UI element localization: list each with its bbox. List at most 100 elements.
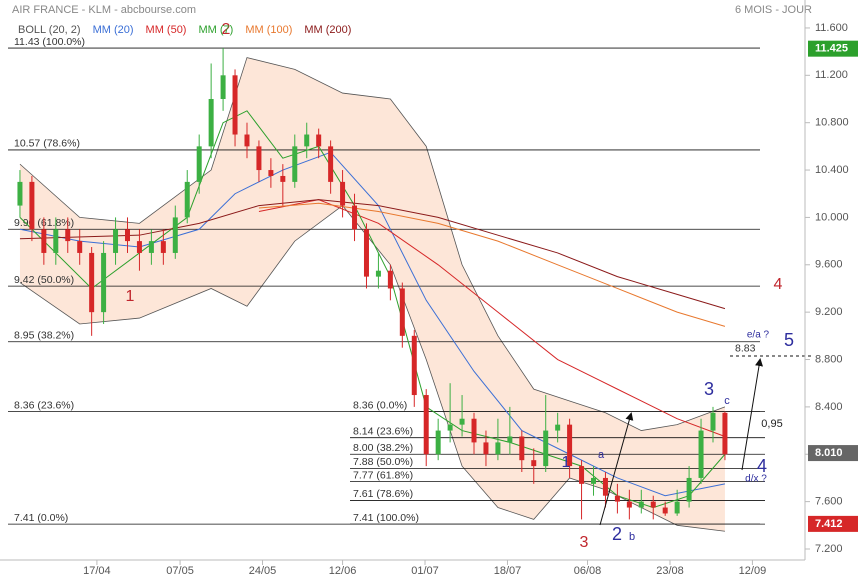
legend-entry: MM (7) — [198, 24, 233, 36]
candle-body — [375, 270, 381, 277]
ma-line — [19, 199, 726, 310]
y-tick-label: 7.600 — [815, 496, 843, 508]
candle-body — [543, 430, 549, 467]
candle-body — [101, 252, 107, 313]
candle-body — [352, 205, 358, 230]
chart-subtitle: 6 MOIS - JOUR — [735, 4, 812, 16]
candle-body — [340, 181, 346, 206]
candle-body — [555, 424, 561, 431]
candle-body — [722, 412, 728, 455]
candle-body — [124, 229, 130, 242]
candle-body — [113, 229, 119, 253]
ma-line — [258, 199, 726, 437]
fib-label: 9.42 (50.0%) — [14, 274, 74, 286]
candle-body — [602, 477, 608, 496]
annotation: 1 — [126, 288, 135, 305]
y-tick-label: 10.800 — [815, 117, 849, 129]
x-tick-label: 18/07 — [494, 565, 522, 577]
candle-body — [208, 98, 214, 147]
candle-body — [507, 436, 513, 443]
candle-body — [172, 217, 178, 253]
candle-body — [160, 241, 166, 253]
candle-body — [447, 424, 453, 431]
y-tick-label: 11.600 — [815, 22, 848, 34]
annotation: a — [598, 449, 605, 461]
legend-entry: MM (100) — [245, 24, 292, 36]
candle-body — [579, 466, 585, 484]
candle-body — [328, 146, 334, 182]
fib-label: 7.41 (0.0%) — [14, 512, 68, 524]
legend-entry: MM (20) — [93, 24, 134, 36]
price-tag — [808, 40, 858, 57]
target-label: 8.83 — [735, 343, 756, 355]
candle-body — [387, 270, 393, 289]
candle-body — [567, 424, 573, 467]
x-tick-label: 24/05 — [249, 565, 277, 577]
legend-entry: BOLL (20, 2) — [18, 24, 81, 36]
x-tick-label: 12/09 — [739, 565, 767, 577]
annotation: 2 — [222, 21, 231, 38]
price-tag — [808, 515, 858, 532]
fib-label: 8.36 (0.0%) — [353, 399, 407, 411]
legend-entry: MM (50) — [146, 24, 187, 36]
candle-body — [483, 442, 489, 455]
candle-body — [495, 442, 501, 455]
candle-body — [148, 241, 154, 253]
y-tick-label: 7.200 — [815, 543, 843, 555]
legend-entry: MM (200) — [304, 24, 351, 36]
fib-label: 8.00 (38.2%) — [353, 442, 413, 454]
y-tick-label: 8.800 — [815, 353, 843, 365]
fib-label: 8.14 (23.6%) — [353, 425, 413, 437]
candle-body — [196, 146, 202, 182]
candle-body — [89, 252, 95, 313]
annotation: 5 — [784, 330, 794, 350]
candle-body — [423, 395, 429, 455]
candle-body — [531, 460, 537, 467]
price-tag — [808, 445, 858, 462]
fib-label: 8.36 (23.6%) — [14, 399, 74, 411]
candle-body — [614, 495, 620, 502]
price-tag-label: 7.412 — [815, 518, 843, 530]
band-area — [19, 57, 725, 532]
candle-body — [710, 412, 716, 431]
fib-label: 7.88 (50.0%) — [353, 456, 413, 468]
candle-body — [184, 181, 190, 218]
fib-label: 7.77 (61.8%) — [353, 469, 413, 481]
y-tick-label: 9.200 — [815, 306, 843, 318]
candle-body — [292, 146, 298, 182]
annotation: e/a ? — [747, 330, 770, 341]
candle-body — [17, 181, 23, 206]
x-tick-label: 07/05 — [166, 565, 194, 577]
candle-body — [220, 75, 226, 99]
candle-body — [650, 501, 656, 508]
candle-body — [41, 229, 47, 253]
candle-body — [662, 507, 668, 514]
candle-body — [519, 436, 525, 461]
candle-body — [232, 75, 238, 135]
annotation: 2 — [612, 524, 622, 544]
candle-body — [268, 170, 274, 176]
annotation: b — [629, 531, 635, 543]
candle-body — [411, 335, 417, 396]
candle-body — [244, 134, 250, 147]
y-tick-label: 11.200 — [815, 69, 848, 81]
fib-label: 8.95 (38.2%) — [14, 330, 74, 342]
candle-body — [256, 146, 262, 171]
fib-label: 7.61 (78.6%) — [353, 488, 413, 500]
x-tick-label: 12/06 — [329, 565, 357, 577]
candle-body — [459, 418, 465, 425]
candle-body — [591, 477, 597, 484]
price-tag-label: 11.425 — [815, 43, 848, 55]
candle-body — [136, 241, 142, 253]
annotation: c — [724, 395, 730, 407]
annotation: d/x ? — [745, 474, 767, 485]
candle-body — [53, 229, 59, 253]
fib-label: 7.41 (100.0%) — [353, 512, 419, 524]
x-tick-label: 17/04 — [83, 565, 111, 577]
candle-body — [435, 430, 441, 455]
candle-body — [626, 501, 632, 508]
candle-body — [674, 501, 680, 514]
candle-body — [638, 501, 644, 508]
